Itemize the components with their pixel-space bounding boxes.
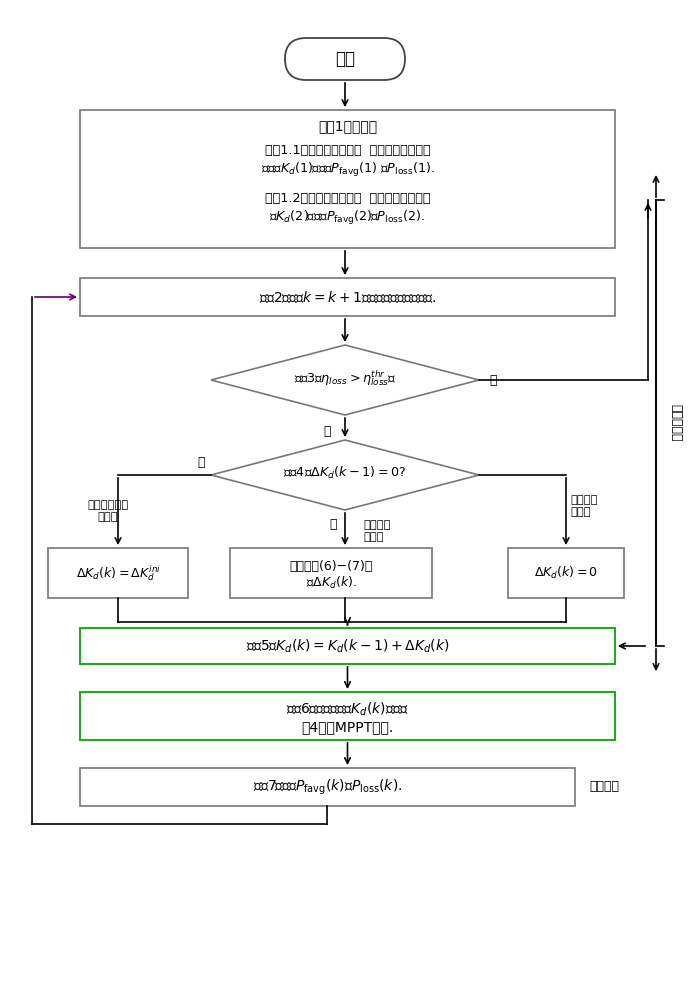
- Text: 正常自适
应搜索: 正常自适 应搜索: [363, 520, 390, 542]
- Text: （4）的MPPT控制.: （4）的MPPT控制.: [301, 720, 394, 734]
- Text: 得$K_d$(2)；计算$P_{\rm favg}$(2)和$P_{\rm loss}$(2).: 得$K_d$(2)；计算$P_{\rm favg}$(2)和$P_{\rm lo…: [269, 209, 426, 227]
- Text: 步骤2：设置$k = k+1$，并进入新的迭代周期.: 步骤2：设置$k = k+1$，并进入新的迭代周期.: [259, 289, 436, 305]
- Text: 步骤3：$\eta_{loss} > \eta_{loss}^{thr}$？: 步骤3：$\eta_{loss} > \eta_{loss}^{thr}$？: [294, 368, 396, 388]
- Text: 周期开始时: 周期开始时: [670, 404, 683, 442]
- Bar: [80, 768, 575, 806]
- Polygon shape: [211, 345, 479, 415]
- FancyBboxPatch shape: [285, 38, 405, 80]
- Bar: [80, 110, 615, 248]
- Polygon shape: [211, 440, 479, 510]
- Text: 步骤1.2：第二个迭代周期  使用初始扰动量获: 步骤1.2：第二个迭代周期 使用初始扰动量获: [265, 192, 430, 205]
- Text: 循环结束: 循环结束: [589, 780, 619, 794]
- Bar: [80, 628, 615, 664]
- Text: 重新进行自适
应搜索: 重新进行自适 应搜索: [87, 500, 129, 522]
- Text: $\Delta K_d(k)=0$: $\Delta K_d(k)=0$: [534, 565, 598, 581]
- Text: $\Delta K_d(k) = \Delta K_d^{ini}$: $\Delta K_d(k) = \Delta K_d^{ini}$: [75, 563, 160, 583]
- Text: 步骤5：$K_d(k) = K_d(k-1) + \Delta K_d(k)$: 步骤5：$K_d(k) = K_d(k-1) + \Delta K_d(k)$: [246, 637, 449, 655]
- Text: 开始: 开始: [335, 50, 355, 68]
- Bar: [48, 548, 188, 598]
- Text: 步骤1：初始化: 步骤1：初始化: [318, 119, 377, 133]
- Text: 中断自适
应搜索: 中断自适 应搜索: [570, 495, 598, 517]
- Bar: [230, 548, 432, 598]
- Text: 步骤7：计算$P_{\rm favg}(k)$和$P_{\rm loss}(k)$.: 步骤7：计算$P_{\rm favg}(k)$和$P_{\rm loss}(k)…: [253, 777, 402, 797]
- Text: 益系数$K_d$(1)；计算$P_{\rm favg}$(1) 和$P_{\rm loss}$(1).: 益系数$K_d$(1)；计算$P_{\rm favg}$(1) 和$P_{\rm…: [261, 161, 435, 179]
- Text: 否: 否: [329, 518, 337, 531]
- Text: 根据公式(6)−(7)计: 根据公式(6)−(7)计: [290, 560, 372, 574]
- Text: 是: 是: [198, 456, 205, 470]
- Text: 步骤6：基于使用新$K_d(k)$的公式: 步骤6：基于使用新$K_d(k)$的公式: [286, 700, 408, 718]
- Bar: [508, 548, 624, 598]
- Text: 否: 否: [323, 425, 331, 438]
- Text: 步骤4：$\Delta K_d(k-1)=0$?: 步骤4：$\Delta K_d(k-1)=0$?: [283, 465, 406, 481]
- Text: 算$\Delta K_d(k)$.: 算$\Delta K_d(k)$.: [305, 575, 357, 591]
- Text: 步骤1.1：第一个迭代周期  使用初始化转矩增: 步骤1.1：第一个迭代周期 使用初始化转矩增: [265, 143, 430, 156]
- Bar: [80, 692, 615, 740]
- Bar: [80, 278, 615, 316]
- Text: 是: 是: [489, 373, 497, 386]
